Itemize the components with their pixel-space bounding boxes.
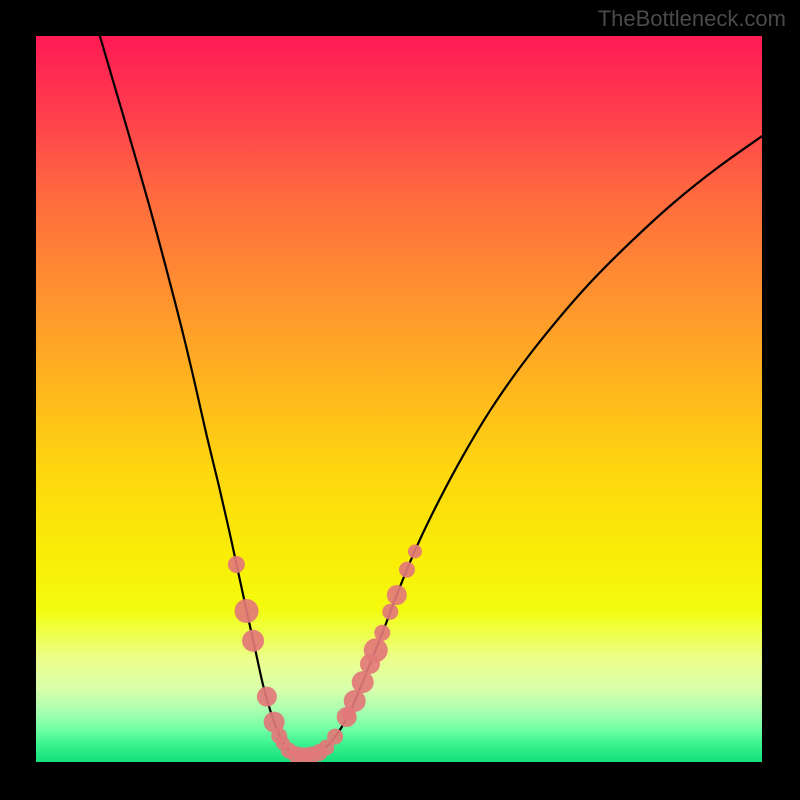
scatter-point <box>235 599 259 623</box>
scatter-point <box>387 585 407 605</box>
scatter-point <box>408 544 422 558</box>
scatter-point <box>399 562 415 578</box>
scatter-point <box>344 690 366 712</box>
plot-area <box>36 36 762 762</box>
bottleneck-curve <box>100 36 762 757</box>
chart-container: TheBottleneck.com <box>0 0 800 800</box>
scatter-point <box>364 638 388 662</box>
scatter-point <box>242 630 264 652</box>
curve-layer <box>36 36 762 762</box>
scatter-point <box>352 671 374 693</box>
scatter-point <box>228 556 245 573</box>
scatter-point <box>374 625 390 641</box>
scatter-point <box>257 687 277 707</box>
scatter-point <box>382 604 398 620</box>
watermark-text: TheBottleneck.com <box>598 6 786 32</box>
scatter-point <box>327 729 343 745</box>
